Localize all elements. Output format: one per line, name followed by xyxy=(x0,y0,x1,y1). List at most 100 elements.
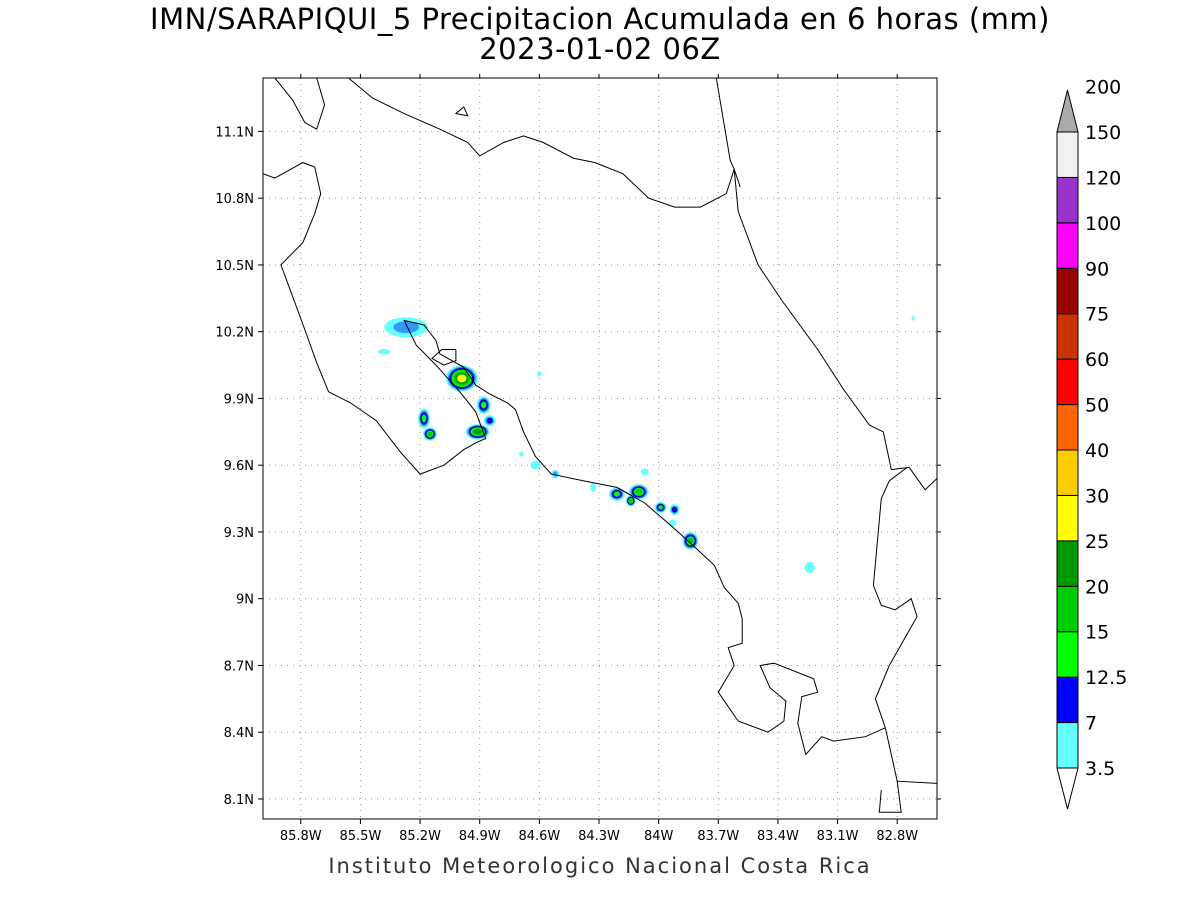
precip-contour xyxy=(635,489,643,495)
y-tick-label: 10.2N xyxy=(215,326,254,341)
precip-contour xyxy=(640,468,649,476)
legend-label: 15 xyxy=(1085,622,1109,644)
legend-swatch xyxy=(1056,540,1079,587)
legend-label: 150 xyxy=(1085,122,1121,144)
y-tick-label: 8.7N xyxy=(224,659,254,674)
precip-cell xyxy=(519,451,524,457)
precip-contour xyxy=(486,417,493,424)
legend-swatch xyxy=(1056,131,1079,178)
legend-label: 60 xyxy=(1085,349,1109,371)
precip-cell xyxy=(682,531,699,550)
x-tick-label: 85.8W xyxy=(280,829,322,844)
precip-cell xyxy=(384,317,429,338)
legend-label: 30 xyxy=(1085,485,1109,507)
legend-swatch xyxy=(1056,358,1079,406)
legend-swatch xyxy=(1056,313,1079,360)
legend-swatch xyxy=(1056,267,1079,315)
legend-label: 120 xyxy=(1085,167,1121,189)
precip-contour xyxy=(427,431,433,437)
precip-contour xyxy=(590,482,597,492)
grid-lines xyxy=(263,78,937,819)
precip-cell xyxy=(476,396,491,415)
x-tick-label: 83.7W xyxy=(697,829,739,844)
x-tick-label: 83.1W xyxy=(817,829,859,844)
precip-contour xyxy=(378,349,391,355)
latitude-ticks: 11.1N 10.8N 10.5N 10.2N 9.9N 9.6N 9.3N 9N 8.7N 8.… xyxy=(215,125,941,808)
coastline xyxy=(274,78,326,130)
legend-label: 12.5 xyxy=(1085,667,1127,689)
coastline xyxy=(878,781,902,813)
precip-contour xyxy=(911,316,915,321)
coastline xyxy=(715,78,735,170)
precip-contour xyxy=(421,414,427,423)
legend-swatch xyxy=(1056,176,1079,224)
precip-contour xyxy=(393,321,420,334)
legend-swatch xyxy=(1056,449,1079,496)
precip-cell xyxy=(418,408,431,429)
coastlines xyxy=(263,78,937,813)
legend-swatch xyxy=(1056,585,1079,633)
precip-cell xyxy=(378,349,391,355)
precip-contour xyxy=(473,429,482,435)
legend-min-arrow xyxy=(1056,767,1079,810)
legend-swatch xyxy=(1056,404,1079,451)
precip-cell xyxy=(590,482,597,492)
precip-contour xyxy=(530,460,541,470)
legend-max-arrow xyxy=(1056,89,1079,133)
footer-credit: Instituto Meteorologico Nacional Costa R… xyxy=(328,854,872,878)
precip-contour xyxy=(481,401,487,409)
precip-cell xyxy=(669,504,680,516)
y-tick-label: 9N xyxy=(236,593,254,608)
legend-label: 100 xyxy=(1085,213,1121,235)
legend-label: 25 xyxy=(1085,531,1109,553)
y-tick-label: 9.3N xyxy=(224,526,254,541)
y-tick-label: 11.1N xyxy=(215,125,254,140)
precip-contour xyxy=(519,451,524,457)
precip-cell xyxy=(654,501,667,514)
coastline xyxy=(263,162,886,756)
precip-cell xyxy=(483,415,496,427)
precipitation-field xyxy=(378,316,915,574)
coastline xyxy=(891,466,937,491)
coastline xyxy=(348,78,741,208)
precip-cell xyxy=(551,469,560,479)
precip-cell xyxy=(536,371,542,377)
legend-label: 20 xyxy=(1085,576,1109,598)
x-tick-label: 83.4W xyxy=(757,829,799,844)
y-tick-label: 8.4N xyxy=(224,726,254,741)
precip-contour xyxy=(536,371,542,377)
legend-label: 90 xyxy=(1085,258,1109,280)
precip-cell xyxy=(640,468,649,476)
precip-cell xyxy=(625,495,636,507)
precip-contour xyxy=(658,505,663,510)
chart-title: IMN/SARAPIQUI_5 Precipitacion Acumulada … xyxy=(0,4,1200,64)
y-tick-label: 9.9N xyxy=(224,392,254,407)
x-tick-label: 82.8W xyxy=(876,829,918,844)
legend-label: 40 xyxy=(1085,440,1109,462)
y-tick-label: 9.6N xyxy=(224,459,254,474)
precip-contour xyxy=(804,561,815,574)
precip-cell xyxy=(423,427,437,441)
title-line-2: 2023-01-02 06Z xyxy=(479,32,721,66)
legend-swatch xyxy=(1056,722,1079,769)
precip-cell xyxy=(608,487,625,501)
x-tick-label: 85.5W xyxy=(340,829,382,844)
precip-cell xyxy=(628,484,649,500)
precip-contour xyxy=(672,506,678,513)
legend-label: 7 xyxy=(1085,713,1097,735)
x-tick-label: 84.9W xyxy=(459,829,501,844)
precip-contour xyxy=(613,491,620,497)
legend-swatch xyxy=(1056,222,1079,269)
x-tick-label: 85.2W xyxy=(399,829,441,844)
x-tick-label: 84.6W xyxy=(518,829,560,844)
y-tick-label: 10.8N xyxy=(215,192,254,207)
precip-contour xyxy=(629,498,633,503)
legend-swatch xyxy=(1056,494,1079,542)
precip-cell xyxy=(804,561,815,574)
legend-label: 75 xyxy=(1085,304,1109,326)
precip-cell xyxy=(465,424,490,440)
legend-swatch xyxy=(1056,631,1079,678)
x-tick-label: 84W xyxy=(644,829,674,844)
